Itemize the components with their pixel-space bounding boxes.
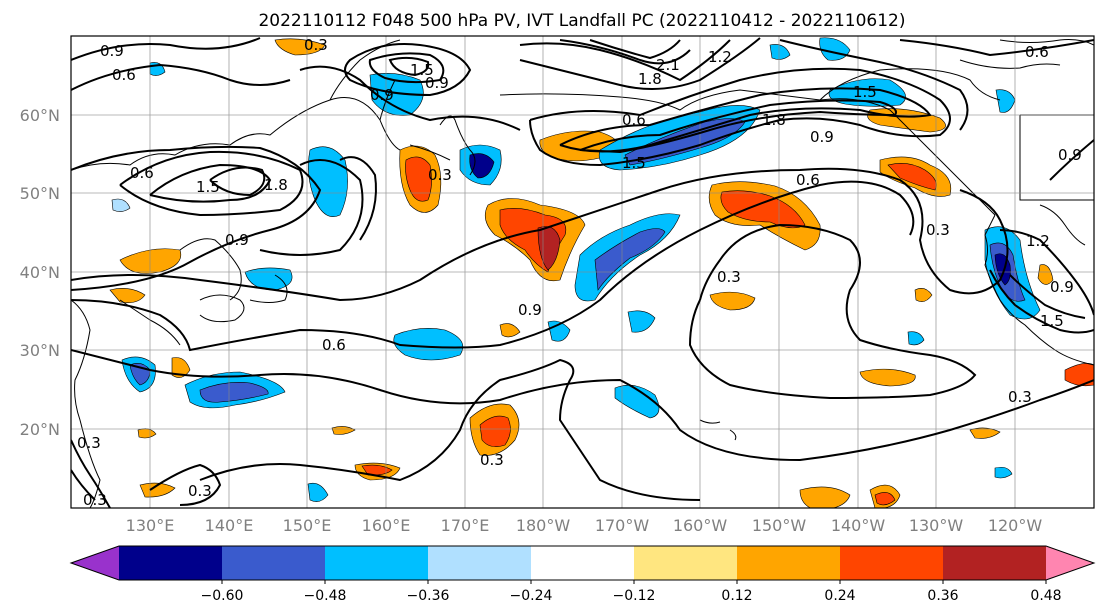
colorbar-tick-label: 0.24 (824, 588, 855, 601)
contour-labels: 0.9 0.6 0.3 1.5 0.9 2.1 1.8 1.2 0.6 0.6 … (77, 36, 1082, 509)
ivt-contours (71, 37, 1094, 508)
contour-label: 0.9 (425, 74, 449, 92)
contour-label: 0.9 (1058, 146, 1082, 164)
colorbar-tick-label: 0.12 (721, 588, 752, 601)
colorbar-swatch (737, 546, 841, 580)
contour-label: 0.6 (322, 336, 346, 354)
lon-tick-label: 140°E (205, 516, 254, 535)
contour-label: 1.5 (853, 83, 877, 101)
contour-label: 0.9 (1050, 278, 1074, 296)
colorbar-swatch (119, 546, 223, 580)
map-area: 0.9 0.6 0.3 1.5 0.9 2.1 1.8 1.2 0.6 0.6 … (71, 36, 1094, 509)
map-title: 2022110112 F048 500 hPa PV, IVT Landfall… (258, 11, 905, 31)
colorbar-swatch (325, 546, 429, 580)
lon-tick-label: 160°W (673, 516, 728, 535)
contour-label: 1.8 (762, 111, 786, 129)
latitude-labels: 60°N 50°N 40°N 30°N 20°N (20, 106, 60, 439)
colorbar-tick-label: −0.12 (613, 588, 656, 601)
lon-tick-label: 160°E (362, 516, 411, 535)
contour-label: 0.9 (100, 42, 124, 60)
gridlines (71, 36, 1094, 508)
contour-label: 1.2 (708, 48, 732, 66)
contour-label: 0.9 (225, 231, 249, 249)
contour-label: 0.3 (1008, 388, 1032, 406)
colorbar-tick-label: −0.48 (304, 588, 347, 601)
colorbar-outline (69, 545, 1096, 581)
colorbar-tick-label: −0.36 (407, 588, 450, 601)
lon-tick-label: 150°W (752, 516, 807, 535)
contour-label: 0.3 (717, 268, 741, 286)
lat-tick-label: 60°N (20, 106, 60, 125)
contour-label: 1.2 (1026, 232, 1050, 250)
lat-tick-label: 30°N (20, 341, 60, 360)
pv-negative-shading (111, 37, 1041, 502)
contour-label: 1.8 (638, 70, 662, 88)
contour-label: 0.3 (188, 482, 212, 500)
colorbar-swatch (840, 546, 944, 580)
contour-label: 0.9 (518, 301, 542, 319)
contour-label: 1.5 (196, 178, 220, 196)
lat-tick-label: 50°N (20, 184, 60, 203)
contour-label: 0.3 (83, 491, 107, 509)
contour-label: 0.6 (1025, 43, 1049, 61)
contour-label: 0.3 (926, 221, 950, 239)
contour-label: 0.9 (370, 86, 394, 104)
colorbar-swatch (428, 546, 532, 580)
contour-label: 0.6 (622, 111, 646, 129)
lon-tick-label: 170°E (441, 516, 490, 535)
contour-label: 0.3 (77, 434, 101, 452)
lon-tick-label: 170°W (595, 516, 650, 535)
colorbar-swatch (531, 546, 635, 580)
contour-label: 0.3 (304, 36, 328, 54)
colorbar-tick-label: −0.24 (510, 588, 553, 601)
colorbar-swatch (222, 546, 326, 580)
pv-positive-shading (109, 38, 1094, 508)
lon-tick-label: 130°E (126, 516, 175, 535)
lon-tick-label: 120°W (988, 516, 1043, 535)
map-frame (70, 35, 1095, 509)
colorbar-swatch (943, 546, 1047, 580)
lon-tick-label: 180°W (516, 516, 571, 535)
lat-tick-label: 20°N (20, 420, 60, 439)
lon-tick-label: 140°W (831, 516, 886, 535)
contour-label: 0.6 (112, 66, 136, 84)
contour-label: 0.6 (130, 164, 154, 182)
colorbar-extend-low (71, 546, 119, 580)
longitude-labels: 130°E 140°E 150°E 160°E 170°E 180°W 170°… (126, 516, 1043, 535)
contour-label: 0.9 (810, 128, 834, 146)
colorbar-extend-high (1046, 546, 1094, 580)
contour-label: 0.6 (796, 171, 820, 189)
contour-label: 1.8 (264, 176, 288, 194)
contour-label: 0.3 (480, 451, 504, 469)
colorbar-tick-label: 0.48 (1030, 588, 1061, 601)
lon-tick-label: 130°W (909, 516, 964, 535)
contour-label: 2.1 (656, 56, 680, 74)
colorbar-tick-label: 0.36 (927, 588, 958, 601)
lon-tick-label: 150°E (283, 516, 332, 535)
colorbar-tick-label: −0.60 (201, 588, 244, 601)
colorbar-swatch (634, 546, 738, 580)
colorbar: −0.60 −0.48 −0.36 −0.24 −0.12 0.12 0.24 0.36 0.4… (69, 545, 1096, 601)
lat-tick-label: 40°N (20, 263, 60, 282)
contour-label: 1.5 (622, 154, 646, 172)
contour-label: 0.3 (428, 166, 452, 184)
contour-label: 1.5 (1040, 312, 1064, 330)
contour-label: 1.5 (410, 61, 434, 79)
